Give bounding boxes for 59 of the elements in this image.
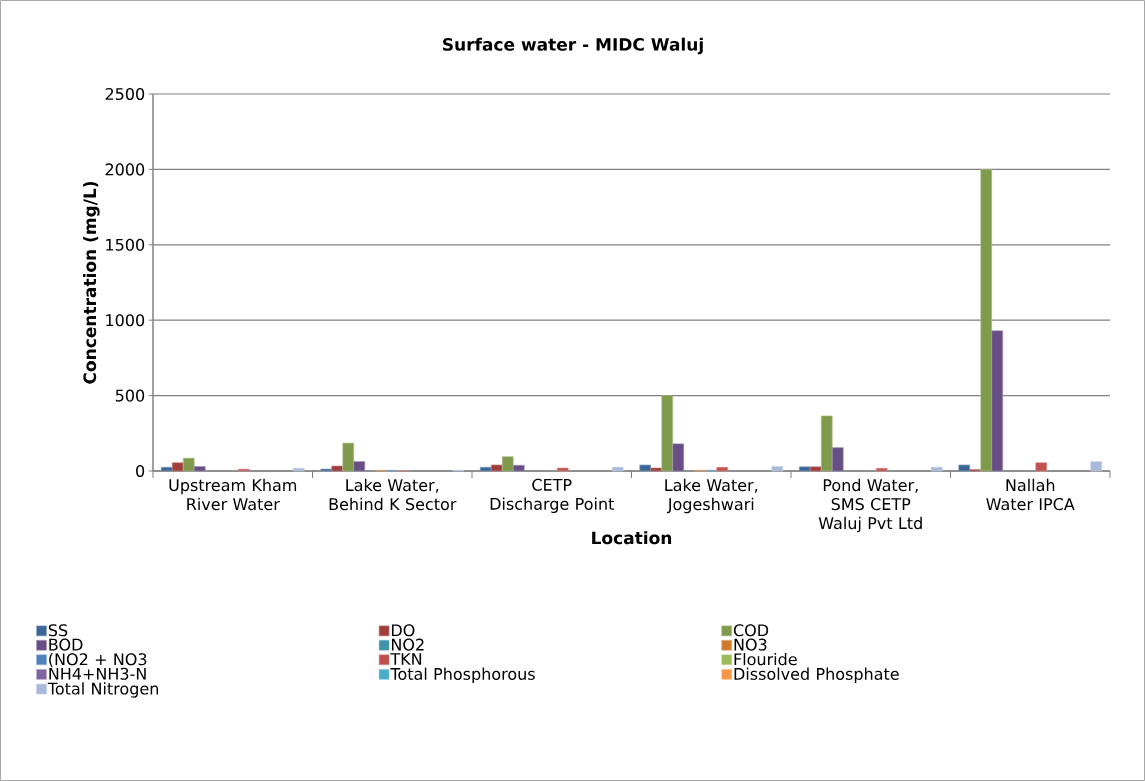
bar <box>716 466 729 472</box>
legend-label: COD <box>733 624 769 637</box>
legend-label: SS <box>48 624 68 637</box>
legend-label: BOD <box>49 638 83 651</box>
y-tick-label: 1000 <box>106 314 145 327</box>
bar <box>292 467 305 472</box>
bar <box>501 456 514 472</box>
legend-label: TKN <box>390 653 422 665</box>
bar <box>193 466 206 472</box>
bar <box>331 465 344 472</box>
y-tick-label: 500 <box>115 389 145 402</box>
bar <box>831 447 844 472</box>
bar <box>342 442 355 472</box>
bar <box>611 466 624 472</box>
legend-label: Total Phosphorous <box>390 667 535 684</box>
bar <box>353 461 366 472</box>
y-tick-label: 2000 <box>105 163 145 176</box>
x-axis-title: Location <box>592 531 672 545</box>
bar <box>650 467 663 472</box>
x-tick-label: Upstream Kham River Water <box>169 478 297 511</box>
x-tick-label: Lake Water, Behind K Sector <box>329 478 457 511</box>
chart-title: Surface water - MIDC Waluj <box>443 37 703 55</box>
bar <box>991 330 1004 472</box>
y-tick-label: 2500 <box>105 87 145 101</box>
legend-label: NH4+NH3-N <box>49 667 146 680</box>
legend-label: NO3 <box>734 638 767 651</box>
bar <box>490 464 503 472</box>
legend-label: NO2 <box>391 638 424 651</box>
bar <box>958 464 971 472</box>
bar <box>930 466 943 472</box>
y-tick-label: 1500 <box>106 238 145 251</box>
bar <box>809 466 822 472</box>
y-tick-label: 0 <box>136 464 145 478</box>
bar <box>820 415 833 472</box>
bar <box>875 467 888 472</box>
y-axis-title: Concentration (mg/L) <box>83 181 100 384</box>
legend-label: (NO2 + NO3 <box>49 652 147 668</box>
legend-label: DO <box>391 624 415 637</box>
bar <box>798 466 811 472</box>
bar <box>1035 462 1048 472</box>
x-tick-label: Lake Water, Jogeshwari <box>665 478 758 514</box>
bar <box>160 466 173 472</box>
x-tick-label: Nallah Water IPCA <box>986 478 1075 511</box>
bar <box>1090 461 1103 472</box>
bar <box>980 169 993 472</box>
bar <box>171 462 184 472</box>
bar <box>639 464 652 472</box>
bar <box>479 466 492 472</box>
legend-label: Flouride <box>734 652 797 666</box>
bar <box>182 457 195 472</box>
legend-label: Total Nitrogen <box>47 682 159 698</box>
bar <box>556 467 569 472</box>
bar <box>672 443 685 472</box>
x-tick-label: CETP Discharge Point <box>490 478 615 513</box>
bar <box>771 466 784 472</box>
bar <box>661 395 674 472</box>
bar <box>512 464 525 472</box>
x-tick-label: Pond Water, SMS CETP Waluj Pvt Ltd <box>818 478 922 533</box>
legend-label: Dissolved Phosphate <box>734 667 899 684</box>
